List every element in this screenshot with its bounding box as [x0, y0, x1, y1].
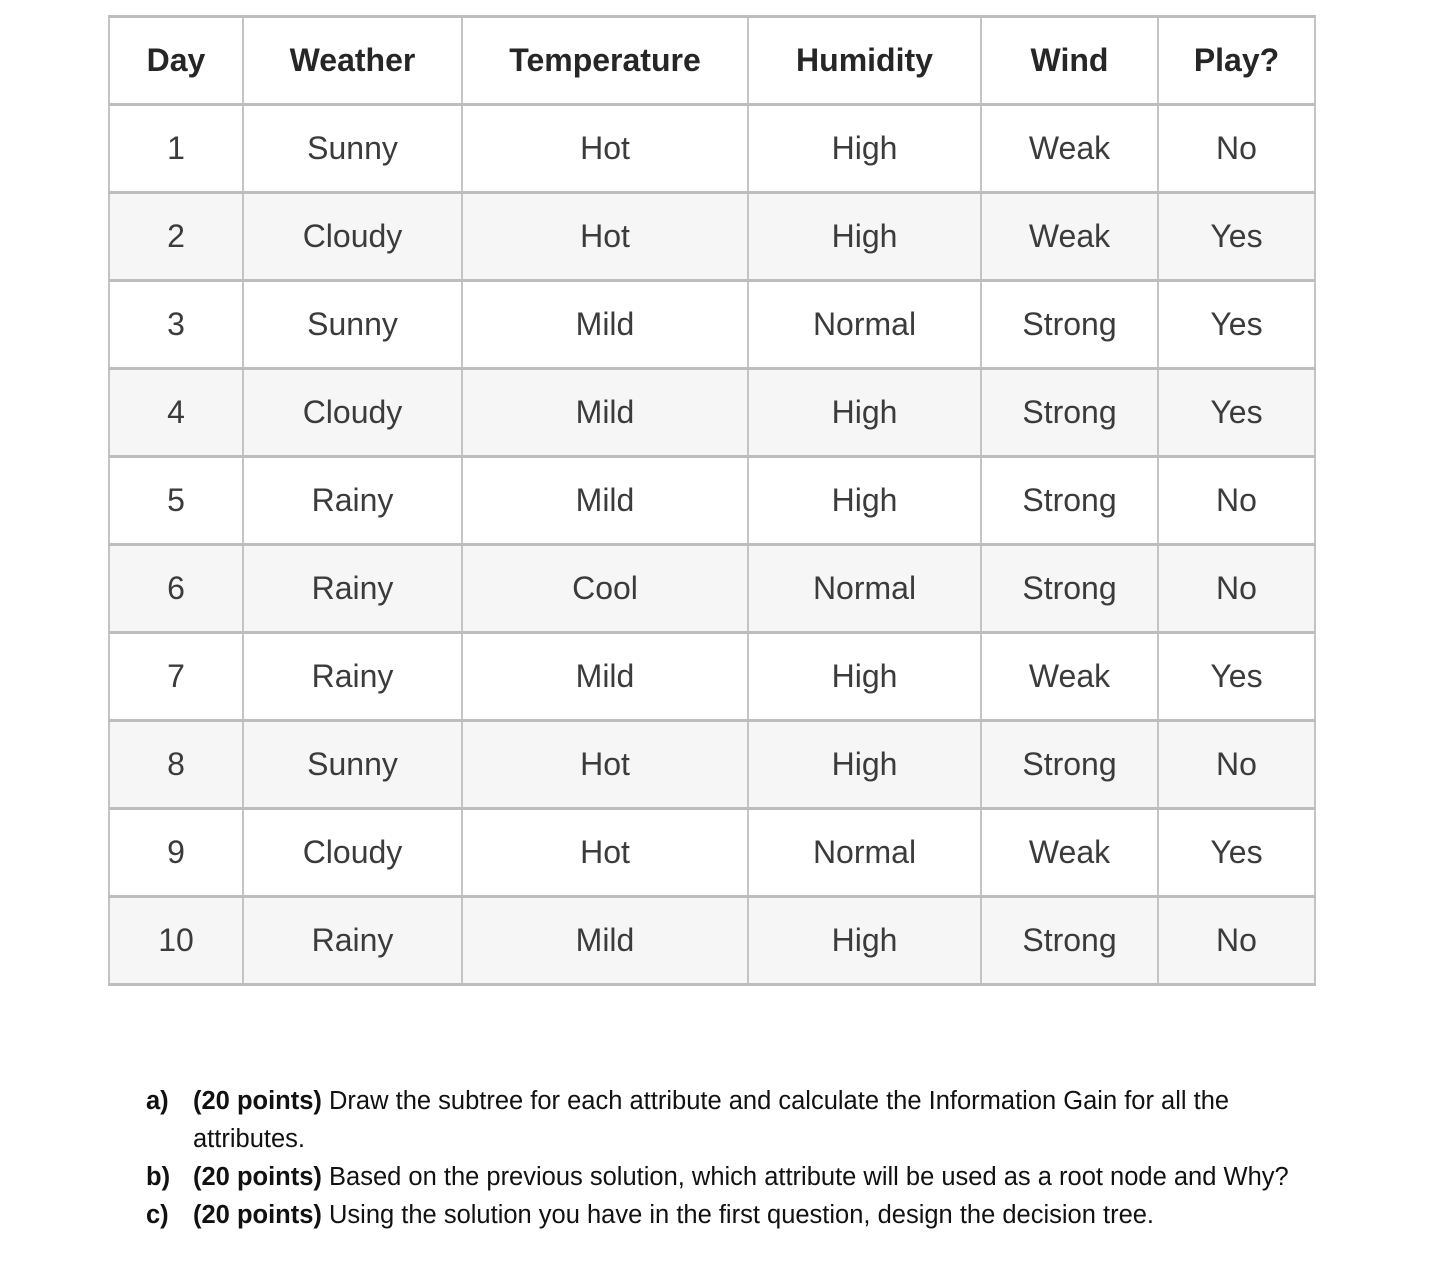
table-cell: Weak [980, 807, 1159, 898]
table-row: 4 Cloudy Mild High Strong Yes [108, 367, 1316, 458]
table-cell: High [747, 455, 982, 546]
table-cell: Yes [1157, 279, 1316, 370]
question-text: (20 points) Using the solution you have … [193, 1196, 1338, 1234]
table-cell: 8 [108, 719, 244, 810]
question-c: c) (20 points) Using the solution you ha… [146, 1196, 1346, 1234]
table-cell: Yes [1157, 367, 1316, 458]
question-body-text: Using the solution you have in the first… [329, 1201, 1155, 1229]
question-text: (20 points) Based on the previous soluti… [193, 1158, 1338, 1196]
table-row: 7 Rainy Mild High Weak Yes [108, 631, 1316, 722]
table-row: 2 Cloudy Hot High Weak Yes [108, 191, 1316, 282]
table-cell: Yes [1157, 631, 1316, 722]
table-cell: Mild [461, 631, 749, 722]
table-cell: No [1157, 455, 1316, 546]
table-cell: Strong [980, 895, 1159, 986]
table-cell: Sunny [242, 103, 463, 194]
table-cell: Rainy [242, 895, 463, 986]
table-cell: Cloudy [242, 807, 463, 898]
question-text: (20 points) Draw the subtree for each at… [193, 1082, 1338, 1158]
table-cell: Rainy [242, 455, 463, 546]
table-cell: Normal [747, 543, 982, 634]
table-cell: Hot [461, 807, 749, 898]
column-header: Humidity [747, 15, 982, 106]
question-label: a) [146, 1087, 169, 1115]
table-cell: No [1157, 719, 1316, 810]
table-cell: Weak [980, 191, 1159, 282]
table-cell: Strong [980, 543, 1159, 634]
table-cell: 5 [108, 455, 244, 546]
table-cell: No [1157, 103, 1316, 194]
table-cell: Normal [747, 807, 982, 898]
table-row: 8 Sunny Hot High Strong No [108, 719, 1316, 810]
table-cell: Yes [1157, 191, 1316, 282]
table-cell: 4 [108, 367, 244, 458]
table-cell: 9 [108, 807, 244, 898]
table-cell: High [747, 191, 982, 282]
table-cell: Hot [461, 103, 749, 194]
table-row: 5 Rainy Mild High Strong No [108, 455, 1316, 546]
table-cell: High [747, 719, 982, 810]
table-cell: Mild [461, 455, 749, 546]
table-cell: Strong [980, 719, 1159, 810]
table-cell: High [747, 367, 982, 458]
table-cell: No [1157, 543, 1316, 634]
question-body-text: Based on the previous solution, which at… [329, 1163, 1289, 1191]
table-cell: Mild [461, 895, 749, 986]
question-points: (20 points) [193, 1163, 322, 1191]
table-cell: Rainy [242, 543, 463, 634]
column-header: Day [108, 15, 244, 106]
question-b: b) (20 points) Based on the previous sol… [146, 1158, 1346, 1196]
table-cell: Cool [461, 543, 749, 634]
column-header: Play? [1157, 15, 1316, 106]
table-row: 1 Sunny Hot High Weak No [108, 103, 1316, 194]
table-cell: Cloudy [242, 367, 463, 458]
table-header-row: Day Weather Temperature Humidity Wind Play? [108, 15, 1316, 106]
table-cell: High [747, 895, 982, 986]
table-cell: Weak [980, 631, 1159, 722]
table-cell: Sunny [242, 719, 463, 810]
table-cell: 1 [108, 103, 244, 194]
table-cell: Strong [980, 279, 1159, 370]
table-cell: Strong [980, 455, 1159, 546]
table-cell: Yes [1157, 807, 1316, 898]
table-cell: 2 [108, 191, 244, 282]
table-cell: Hot [461, 719, 749, 810]
column-header: Temperature [461, 15, 749, 106]
table-cell: Strong [980, 367, 1159, 458]
table-cell: Hot [461, 191, 749, 282]
table-body: 1 Sunny Hot High Weak No 2 Cloudy Hot High Weak Yes… [108, 103, 1316, 986]
table-cell: 6 [108, 543, 244, 634]
weather-dataset-table: Day Weather Temperature Humidity Wind Play? 1… [108, 15, 1316, 986]
table-cell: High [747, 103, 982, 194]
table-cell: High [747, 631, 982, 722]
question-a: a) (20 points) Draw the subtree for each… [146, 1082, 1346, 1158]
table-cell: Normal [747, 279, 982, 370]
question-label: b) [146, 1163, 171, 1191]
table-cell: 7 [108, 631, 244, 722]
table-cell: Mild [461, 367, 749, 458]
table-cell: Mild [461, 279, 749, 370]
table-row: 3 Sunny Mild Normal Strong Yes [108, 279, 1316, 370]
table-cell: Sunny [242, 279, 463, 370]
table-row: 6 Rainy Cool Normal Strong No [108, 543, 1316, 634]
column-header: Weather [242, 15, 463, 106]
question-points: (20 points) [193, 1201, 322, 1229]
table-cell: Rainy [242, 631, 463, 722]
table-row: 10 Rainy Mild High Strong No [108, 895, 1316, 986]
table-cell: 3 [108, 279, 244, 370]
table-cell: 10 [108, 895, 244, 986]
question-body-text: Draw the subtree for each attribute and … [193, 1087, 1230, 1153]
question-label: c) [146, 1201, 169, 1229]
table-row: 9 Cloudy Hot Normal Weak Yes [108, 807, 1316, 898]
table-cell: No [1157, 895, 1316, 986]
column-header: Wind [980, 15, 1159, 106]
question-points: (20 points) [193, 1087, 322, 1115]
table-cell: Cloudy [242, 191, 463, 282]
table-cell: Weak [980, 103, 1159, 194]
question-list: a) (20 points) Draw the subtree for each… [146, 1082, 1346, 1234]
